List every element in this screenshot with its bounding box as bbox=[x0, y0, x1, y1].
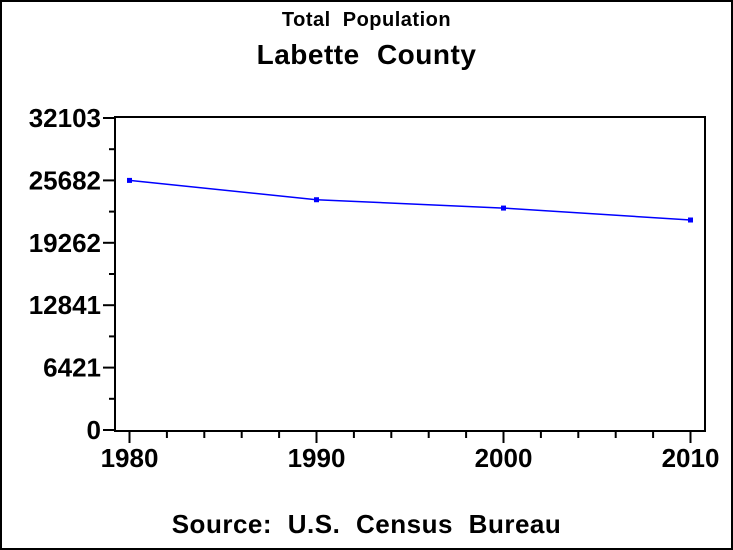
data-point bbox=[688, 217, 693, 223]
x-tick-label: 2000 bbox=[475, 443, 533, 473]
trend-line bbox=[129, 179, 691, 221]
data-point bbox=[501, 205, 506, 211]
data-point bbox=[127, 177, 132, 183]
y-tick-label: 0 bbox=[87, 415, 101, 445]
source-caption: Source: U.S. Census Bureau bbox=[171, 509, 562, 539]
chart-subtitle: Labette County bbox=[256, 39, 477, 70]
chart-title: Total Population bbox=[281, 9, 452, 31]
plot-frame bbox=[114, 116, 706, 432]
y-tick-label: 6421 bbox=[43, 353, 101, 383]
y-tick-label: 32103 bbox=[29, 103, 101, 133]
y-tick-label: 25682 bbox=[29, 165, 101, 195]
x-tick-label: 2010 bbox=[662, 443, 720, 473]
data-point bbox=[314, 197, 319, 203]
x-tick-label: 1980 bbox=[101, 443, 159, 473]
y-tick-label: 19262 bbox=[29, 228, 101, 258]
y-tick-label: 12841 bbox=[29, 290, 101, 320]
x-tick-label: 1990 bbox=[288, 443, 346, 473]
